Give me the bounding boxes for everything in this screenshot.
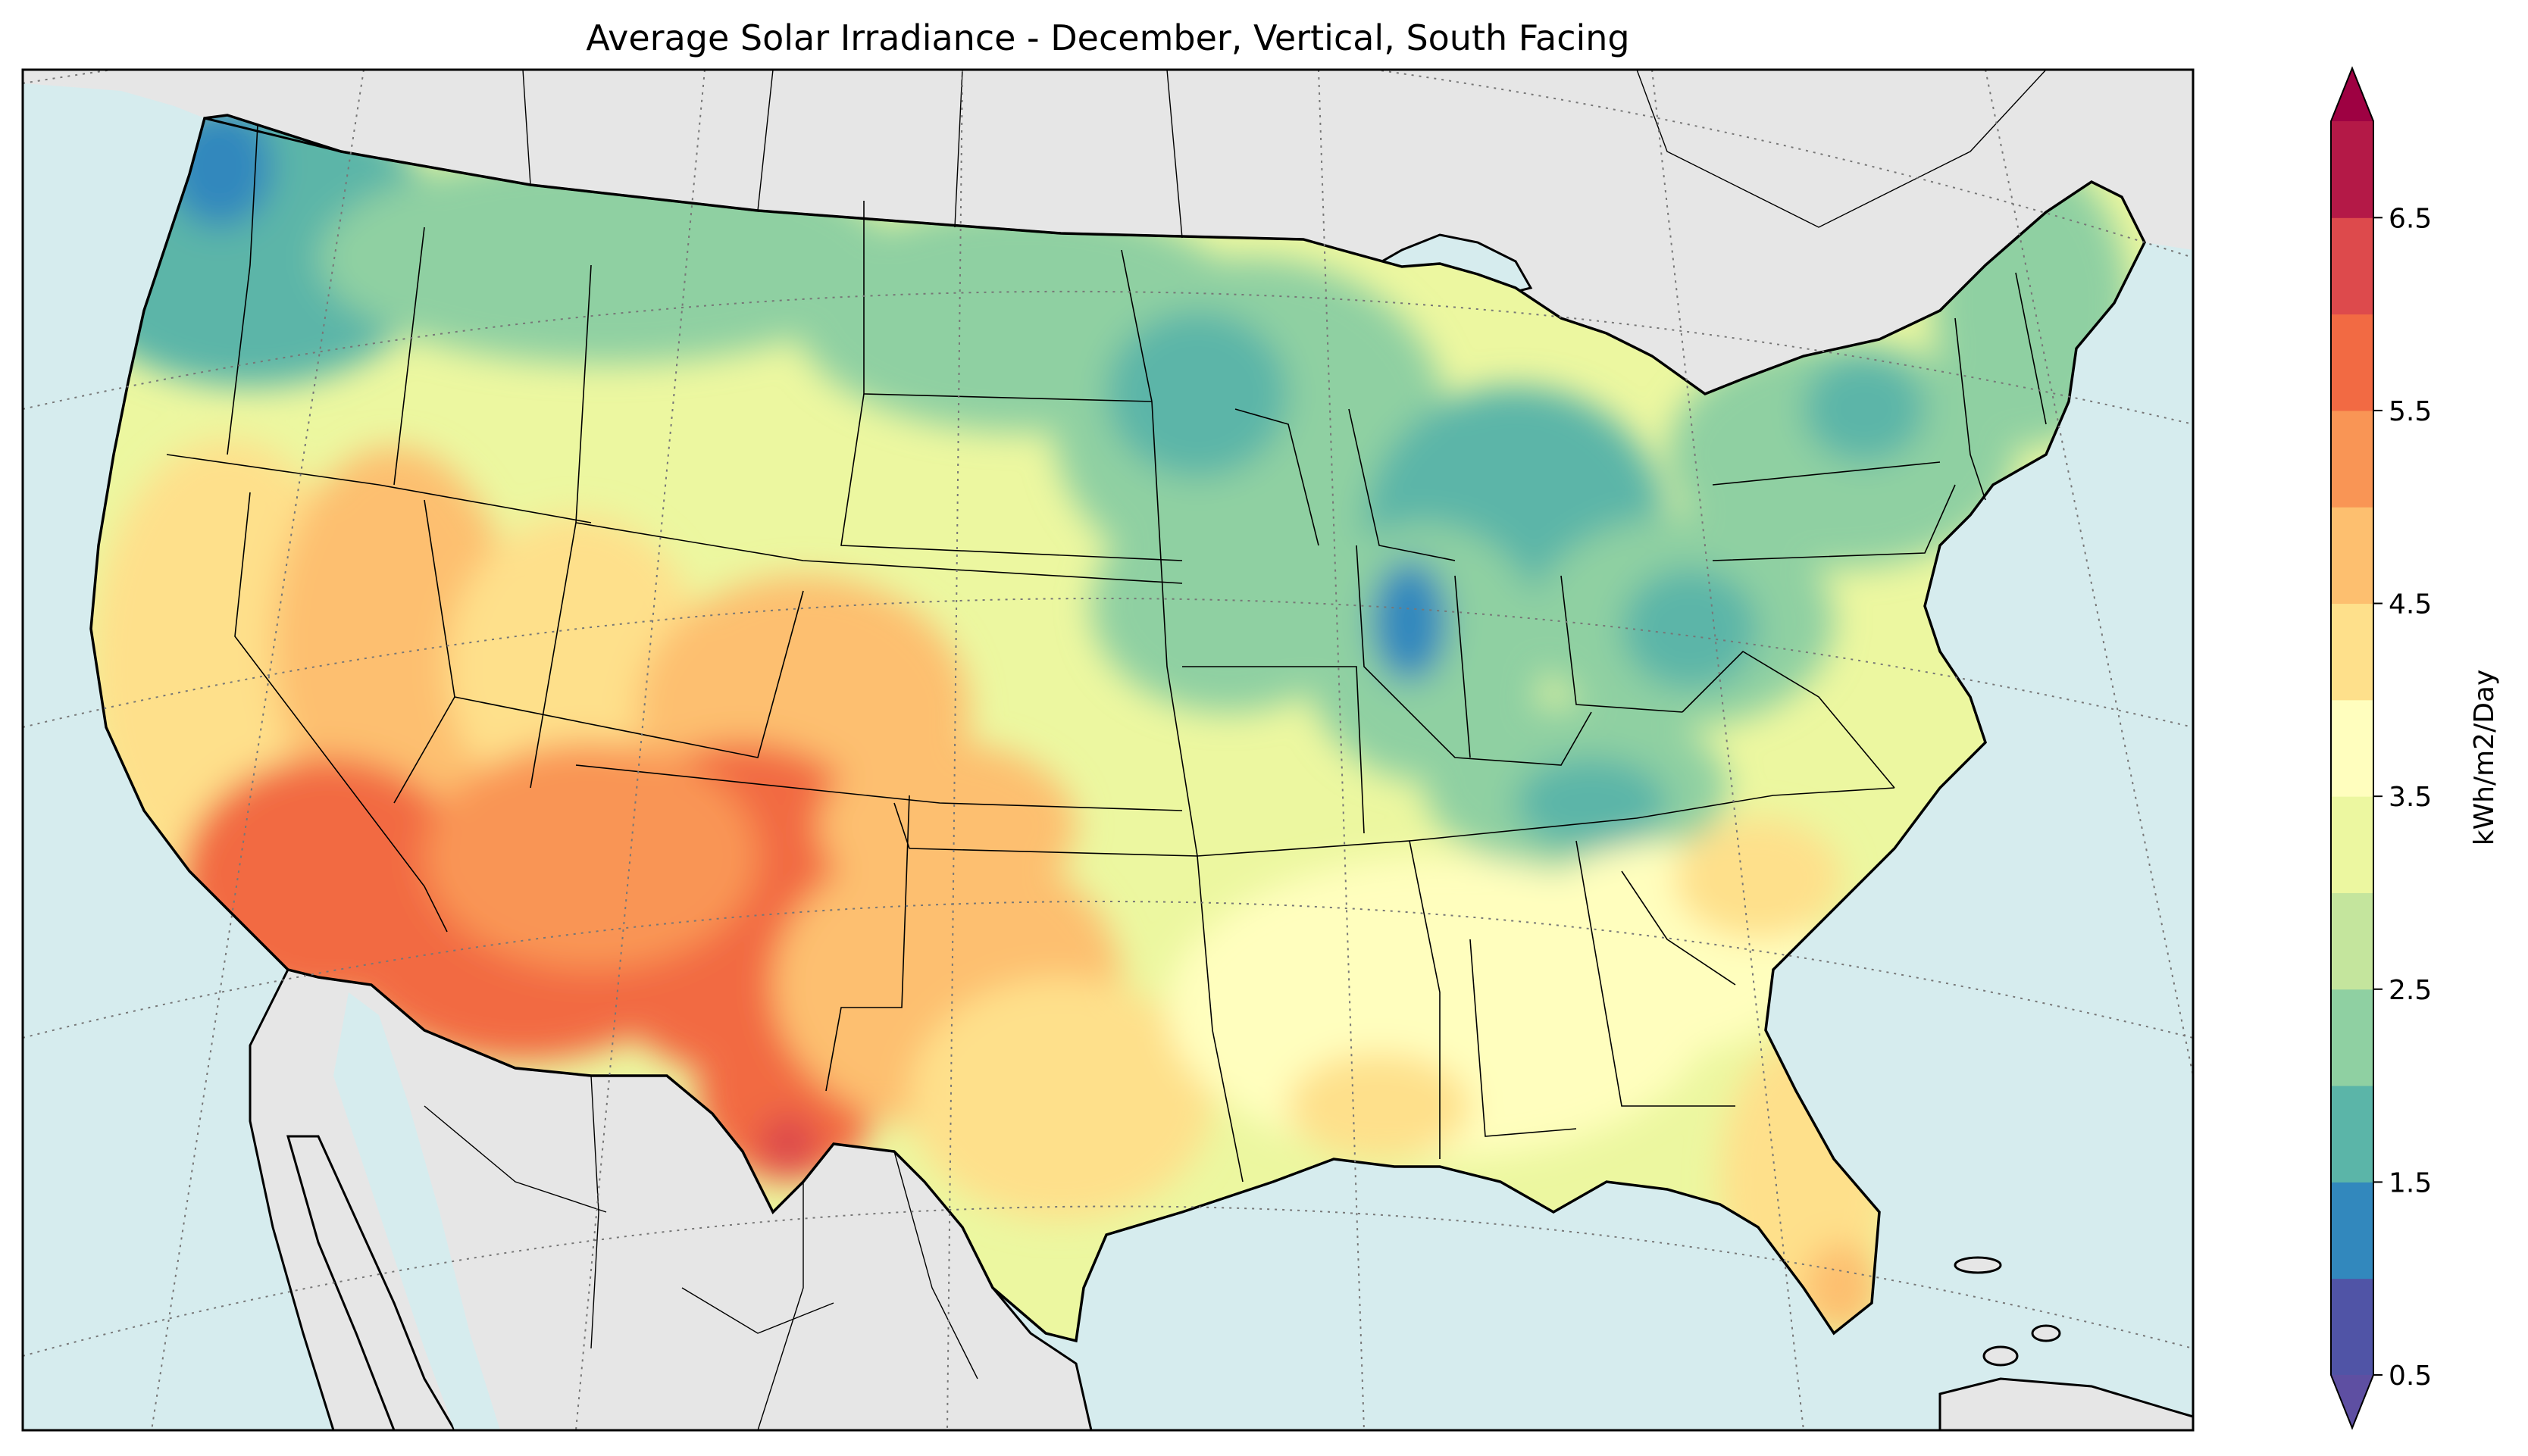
irradiance-zone-ok (818, 742, 1076, 909)
colorbar-band (2331, 796, 2373, 893)
colorbar-extend-max (2331, 68, 2373, 121)
colorbar-band (2331, 1278, 2373, 1376)
canada-land (23, 70, 2193, 394)
map-panel (23, 70, 2193, 1430)
irradiance-zone-mn2 (1106, 311, 1288, 477)
colorbar-band (2331, 989, 2373, 1086)
colorbar-band (2331, 1086, 2373, 1183)
bahamas-land (1954, 1256, 2002, 1274)
colorbar (2330, 66, 2374, 1430)
bahamas-land (2031, 1324, 2061, 1342)
canada-province-lines (522, 70, 2047, 239)
irradiance-zone-ia (1091, 500, 1364, 712)
colorbar-band (2331, 314, 2373, 411)
colorbar-label: kWh/m2/Day (2469, 670, 2500, 846)
colorbar-tick-label: 1.5 (2389, 1167, 2432, 1198)
colorbar-tick-label: 3.5 (2389, 782, 2432, 813)
colorbar-tick-label: 4.5 (2389, 589, 2432, 620)
irradiance-zone-nv (273, 447, 515, 841)
irradiance-zone-gulf (1288, 1053, 1470, 1159)
colorbar-band (2331, 507, 2373, 605)
colorbar-band (2331, 603, 2373, 701)
irradiance-zone-oh2 (1622, 568, 1758, 689)
colorbar-tick-label: 0.5 (2389, 1361, 2432, 1392)
colorbar-band (2331, 410, 2373, 508)
irradiance-zone-sc (1675, 818, 1841, 939)
colorbar-band (2331, 217, 2373, 315)
bahamas-land (1982, 1345, 2019, 1367)
irradiance-zone-il2 (1372, 561, 1447, 682)
cuba-land (1938, 1377, 2193, 1430)
gulf-of-california (333, 992, 500, 1430)
colorbar-band (2331, 1182, 2373, 1279)
mexico-state-lines (424, 1075, 978, 1430)
chart-title: Average Solar Irradiance - December, Ver… (586, 17, 1629, 58)
state-boundaries (166, 124, 2047, 1183)
irradiance-zone-ny2 (1804, 356, 1925, 462)
colorbar-band (2331, 121, 2373, 218)
colorbar-tick-label: 5.5 (2389, 396, 2432, 427)
irradiance-zone-ky2 (1516, 758, 1667, 848)
colorbar-tick-label: 6.5 (2389, 203, 2432, 234)
map-frame (21, 68, 2195, 1432)
irradiance-zone-az2 (424, 742, 758, 970)
colorbar-ticks: 0.5 1.5 2.5 3.5 4.5 5.5 6.5 (2373, 203, 2432, 1392)
irradiance-zone-etx (909, 977, 1212, 1220)
colorbar-band (2331, 699, 2373, 797)
graticule (23, 70, 2193, 1430)
colorbar-extend-min (2331, 1375, 2373, 1428)
canada-border (204, 117, 1304, 241)
irradiance-zone-bigbend (758, 1114, 818, 1174)
colorbar-tick-label: 2.5 (2389, 975, 2432, 1006)
irradiance-field (91, 115, 2145, 1341)
colorbar-band (2331, 892, 2373, 990)
